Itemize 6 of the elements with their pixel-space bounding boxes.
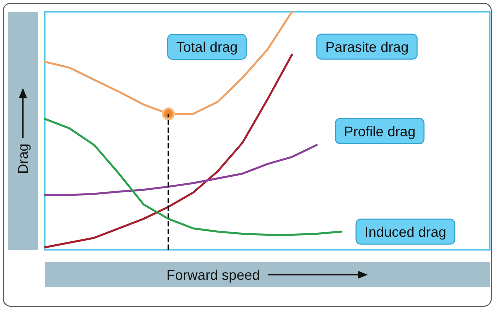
series-label: Total drag xyxy=(176,39,238,55)
series-label: Induced drag xyxy=(364,224,447,240)
y-axis-title: Drag xyxy=(15,144,32,174)
series-label: Profile drag xyxy=(344,123,416,140)
text: Parasite drag xyxy=(326,38,409,55)
x-axis-title: Forward speed xyxy=(166,266,260,282)
